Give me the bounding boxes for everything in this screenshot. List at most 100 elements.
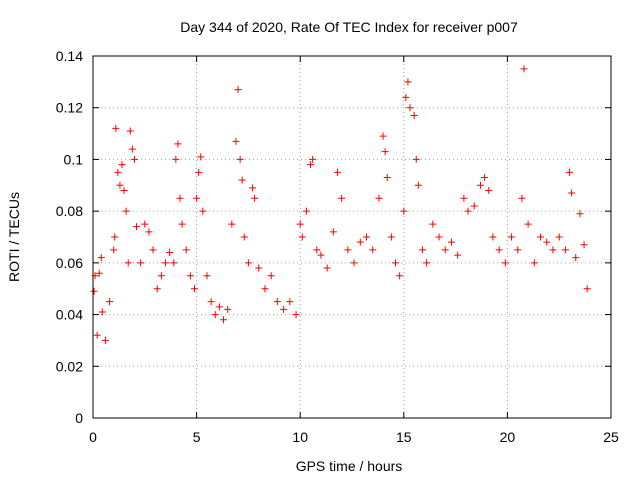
data-point	[309, 155, 317, 163]
data-point	[211, 311, 219, 319]
data-point	[118, 161, 126, 169]
data-point	[232, 137, 240, 145]
data-point	[537, 233, 545, 241]
data-point	[197, 153, 205, 161]
data-point	[514, 246, 522, 254]
data-point	[387, 233, 395, 241]
data-point	[195, 168, 203, 176]
data-point	[93, 331, 101, 339]
x-tick-label: 5	[193, 429, 201, 445]
x-tick-label: 20	[500, 429, 516, 445]
data-point	[447, 238, 455, 246]
x-axis-label: GPS time / hours	[296, 458, 403, 474]
data-point	[101, 336, 109, 344]
data-point	[224, 305, 232, 313]
data-point	[454, 251, 462, 259]
data-point	[182, 246, 190, 254]
data-point	[485, 186, 493, 194]
data-point	[244, 259, 252, 267]
data-point	[286, 298, 294, 306]
data-point	[464, 207, 472, 215]
data-point	[162, 259, 170, 267]
data-point	[114, 168, 122, 176]
y-tick-label: 0.06	[56, 255, 83, 271]
data-point	[98, 308, 106, 316]
data-point	[255, 264, 263, 272]
data-point	[363, 233, 371, 241]
data-point	[207, 298, 215, 306]
data-point	[323, 264, 331, 272]
data-point	[191, 285, 199, 293]
data-point	[302, 207, 310, 215]
data-point	[122, 207, 130, 215]
data-point	[193, 194, 201, 202]
data-point	[137, 259, 145, 267]
y-tick-label: 0.08	[56, 203, 83, 219]
data-point	[561, 246, 569, 254]
data-point	[470, 202, 478, 210]
data-point	[90, 287, 98, 295]
y-tick-label: 0.02	[56, 358, 83, 374]
y-tick-label: 0.1	[64, 151, 84, 167]
data-point	[153, 285, 161, 293]
data-point	[435, 233, 443, 241]
grid-layer	[93, 56, 611, 418]
data-point	[576, 210, 584, 218]
data-point	[203, 272, 211, 280]
data-point	[298, 233, 306, 241]
data-point	[145, 228, 153, 236]
data-point	[176, 194, 184, 202]
chart-title: Day 344 of 2020, Rate Of TEC Index for r…	[180, 19, 518, 35]
data-point	[128, 145, 136, 153]
data-point	[280, 305, 288, 313]
data-point	[460, 194, 468, 202]
data-point	[549, 246, 557, 254]
data-point	[236, 155, 244, 163]
data-point	[240, 233, 248, 241]
data-point	[273, 298, 281, 306]
data-point	[170, 259, 178, 267]
data-point	[172, 155, 180, 163]
data-point	[141, 220, 149, 228]
data-point	[228, 220, 236, 228]
data-point	[111, 233, 119, 241]
data-point	[396, 272, 404, 280]
y-tick-label: 0.14	[56, 48, 83, 64]
x-tick-label: 25	[603, 429, 619, 445]
data-point	[292, 311, 300, 319]
data-point	[495, 246, 503, 254]
data-point	[568, 189, 576, 197]
data-point	[410, 111, 418, 119]
data-point	[186, 272, 194, 280]
data-point	[530, 259, 538, 267]
data-point	[317, 251, 325, 259]
data-point	[524, 220, 532, 228]
data-point	[95, 269, 103, 277]
data-point	[383, 174, 391, 182]
data-point	[112, 124, 120, 132]
data-point	[566, 168, 574, 176]
data-point	[249, 184, 257, 192]
data-point	[329, 228, 337, 236]
data-point	[97, 254, 105, 262]
x-tick-label: 15	[396, 429, 412, 445]
data-point	[234, 86, 242, 94]
data-point	[106, 298, 114, 306]
data-point	[392, 259, 400, 267]
data-point	[130, 155, 138, 163]
data-points	[90, 65, 591, 344]
data-point	[149, 246, 157, 254]
data-point	[116, 181, 124, 189]
data-point	[429, 220, 437, 228]
data-point	[110, 246, 118, 254]
data-point	[441, 246, 449, 254]
data-point	[572, 254, 580, 262]
data-point	[261, 285, 269, 293]
data-point	[124, 259, 132, 267]
data-point	[296, 220, 304, 228]
data-point	[501, 259, 509, 267]
y-axis-label: ROTI / TECUs	[6, 192, 22, 282]
data-point	[400, 207, 408, 215]
data-point	[583, 285, 591, 293]
